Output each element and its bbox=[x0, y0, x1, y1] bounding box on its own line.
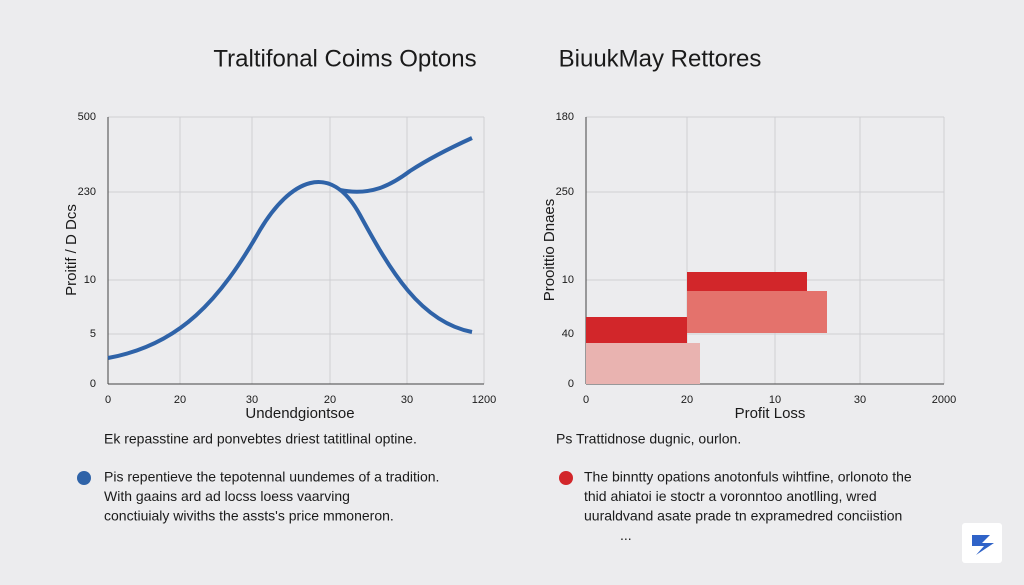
y-tick-label: 0 bbox=[568, 378, 574, 390]
y-tick-label: 180 bbox=[556, 111, 574, 123]
bullet-text: With gaains ard ad locss loess vaarving bbox=[104, 488, 350, 504]
x-tick-label: 30 bbox=[246, 394, 258, 406]
bar bbox=[586, 317, 687, 343]
y-tick-label: 5 bbox=[90, 328, 96, 340]
app-icon bbox=[962, 523, 1002, 563]
left-grid bbox=[107, 116, 485, 385]
x-tick-label: 20 bbox=[681, 394, 693, 406]
bullet-text: conctiuialy wiviths the assts's price mm… bbox=[104, 508, 394, 524]
chart-title: Traltifonal Coims Optons bbox=[213, 45, 476, 72]
x-tick-label: 10 bbox=[769, 394, 781, 406]
y-tick-label: 250 bbox=[556, 186, 574, 198]
y-tick-label: 500 bbox=[78, 111, 96, 123]
x-tick-label: 0 bbox=[105, 394, 111, 406]
x-axis-label: Undendgiontsoe bbox=[245, 405, 354, 422]
y-tick-label: 230 bbox=[78, 186, 96, 198]
x-tick-label: 30 bbox=[401, 394, 413, 406]
bullet-text: Pis repentieve the tepotennal uundemes o… bbox=[104, 469, 439, 485]
bullet bbox=[559, 471, 573, 485]
bar bbox=[586, 343, 700, 384]
bullet bbox=[77, 471, 91, 485]
y-tick-label: 40 bbox=[562, 328, 574, 340]
bullet-text: The binntty opations anotonfuls wihtfine… bbox=[584, 469, 912, 485]
bullet-text: uuraldvand asate prade tn expramedred co… bbox=[584, 508, 902, 524]
x-tick-label: 2000 bbox=[932, 394, 956, 406]
y-axis-label: Proitif / D Dcs bbox=[63, 204, 80, 296]
curve bbox=[107, 180, 473, 360]
bullet-text: thid ahiatoi ie stoctr a voronntoo anotl… bbox=[584, 488, 877, 504]
curve bbox=[339, 136, 473, 194]
x-tick-label: 0 bbox=[583, 394, 589, 406]
x-tick-label: 30 bbox=[854, 394, 866, 406]
bar bbox=[687, 291, 827, 333]
x-tick-label: 1200 bbox=[472, 394, 496, 406]
y-tick-label: 10 bbox=[84, 274, 96, 286]
y-tick-label: 0 bbox=[90, 378, 96, 390]
y-tick-label: 10 bbox=[562, 274, 574, 286]
x-tick-label: 20 bbox=[324, 394, 336, 406]
chart-title: BiuukMay Rettores bbox=[559, 45, 762, 72]
x-axis-label: Profit Loss bbox=[735, 405, 806, 422]
x-tick-label: 20 bbox=[174, 394, 186, 406]
caption: Ps Trattidnose dugnic, ourlon. bbox=[556, 431, 741, 447]
bullet-text: ... bbox=[620, 527, 632, 543]
y-axis-label: Prooittio Dnaes bbox=[541, 199, 558, 302]
bar bbox=[687, 272, 807, 291]
caption: Ek repasstine ard ponvebtes driest tatit… bbox=[104, 431, 417, 447]
